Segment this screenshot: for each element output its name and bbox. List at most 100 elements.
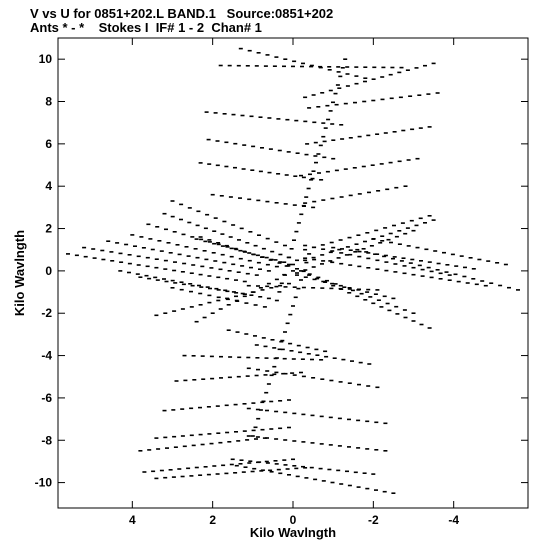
uv-point <box>296 287 301 290</box>
uv-point <box>361 165 366 168</box>
uv-point <box>375 253 380 255</box>
uv-point <box>474 283 479 286</box>
uv-point <box>159 250 164 252</box>
uv-point <box>410 258 415 261</box>
uv-point <box>338 239 343 241</box>
chart-subtitle: Ants * - * Stokes I IF# 1 - 2 Chan# 1 <box>30 20 262 35</box>
uv-point <box>354 75 359 77</box>
uv-point <box>459 255 464 257</box>
uv-point <box>313 478 318 481</box>
uv-point <box>213 217 218 219</box>
uv-point <box>225 431 230 434</box>
uv-point <box>301 286 306 289</box>
uv-point <box>363 77 368 79</box>
uv-point <box>138 450 143 452</box>
uv-point <box>392 131 397 133</box>
uv-point <box>321 199 326 201</box>
uv-point <box>163 476 168 479</box>
uv-point <box>371 99 376 102</box>
uv-point <box>337 248 342 251</box>
uv-point <box>219 377 223 379</box>
uv-point <box>244 302 249 304</box>
uv-point <box>280 348 285 351</box>
uv-point <box>292 204 297 206</box>
uv-point <box>328 444 333 446</box>
uv-point <box>328 110 333 112</box>
uv-point <box>357 135 362 138</box>
uv-point <box>239 227 244 230</box>
uv-point <box>248 460 253 462</box>
uv-point <box>207 275 212 277</box>
uv-point <box>191 444 196 447</box>
uv-point <box>282 65 286 68</box>
uv-point <box>263 65 268 67</box>
uv-point <box>411 320 416 322</box>
uv-point <box>382 295 387 298</box>
uv-point <box>265 263 270 266</box>
uv-point <box>170 215 175 218</box>
uv-point <box>277 149 282 152</box>
uv-point <box>192 379 197 381</box>
uv-point <box>350 360 354 362</box>
uv-point <box>207 301 212 304</box>
uv-point <box>270 250 275 253</box>
uv-point <box>414 67 419 69</box>
uv-point <box>438 278 443 280</box>
uv-point <box>162 409 167 412</box>
uv-point <box>278 400 283 402</box>
uv-point <box>170 279 175 282</box>
y-tick-label: -4 <box>41 349 52 363</box>
uv-point <box>374 449 379 451</box>
uv-point <box>347 236 352 239</box>
uv-point <box>250 169 255 171</box>
uv-point <box>417 94 422 96</box>
uv-point <box>405 227 410 229</box>
uv-point <box>203 466 208 468</box>
uv-point <box>334 103 339 106</box>
uv-point <box>276 468 281 471</box>
uv-point <box>402 265 407 267</box>
uv-point <box>374 229 379 232</box>
data-points <box>66 47 520 494</box>
uv-point <box>148 238 153 240</box>
uv-point <box>268 259 273 261</box>
uv-point <box>200 443 205 446</box>
uv-point <box>168 469 173 471</box>
uv-point <box>287 474 291 476</box>
uv-point <box>269 471 274 473</box>
uv-point <box>321 135 326 138</box>
uv-point <box>444 271 449 273</box>
uv-point <box>253 304 258 306</box>
uv-point <box>286 256 291 259</box>
uv-point <box>238 47 243 50</box>
uv-point <box>354 243 359 245</box>
uv-point <box>278 284 283 287</box>
uv-point <box>171 476 176 478</box>
uv-point <box>391 492 396 494</box>
uv-point <box>265 370 270 372</box>
uv-point <box>279 282 284 285</box>
uv-point <box>216 243 221 246</box>
uv-point <box>480 280 485 282</box>
uv-point <box>124 243 129 246</box>
uv-point <box>215 140 220 142</box>
uv-point <box>228 236 233 238</box>
uv-point <box>285 118 290 121</box>
uv-point <box>175 244 180 246</box>
uv-point <box>426 93 431 95</box>
uv-point <box>507 286 511 289</box>
uv-point <box>435 269 440 271</box>
uv-point <box>498 284 503 287</box>
uv-point <box>387 309 392 312</box>
uv-point <box>237 239 241 241</box>
uv-point <box>394 305 399 308</box>
uv-point <box>340 138 345 140</box>
uv-point <box>406 159 411 161</box>
uv-point <box>293 175 298 177</box>
uv-point <box>344 254 349 256</box>
uv-point <box>255 254 260 257</box>
uv-point <box>301 62 305 65</box>
uv-point <box>279 340 284 343</box>
uv-point <box>357 250 362 253</box>
